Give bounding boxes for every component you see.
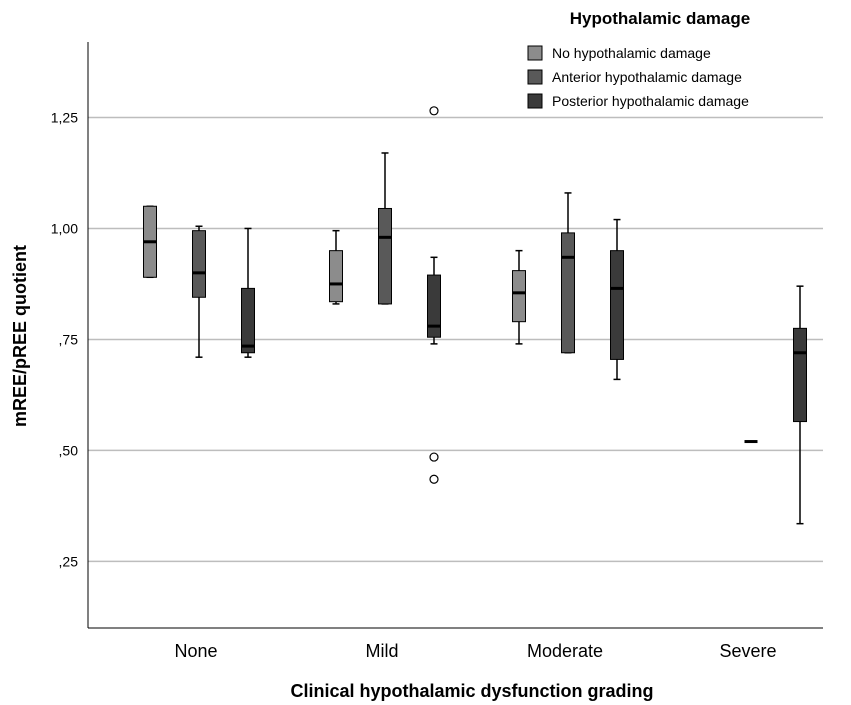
box-body xyxy=(610,250,624,360)
legend-label: Anterior hypothalamic damage xyxy=(552,69,742,85)
x-category-label: Moderate xyxy=(527,641,603,661)
y-tick-label: ,75 xyxy=(59,331,79,347)
box-0-0 xyxy=(143,205,157,279)
x-category-label: Severe xyxy=(719,641,776,661)
y-tick-label: ,50 xyxy=(59,442,79,458)
box-body xyxy=(793,327,807,423)
legend-label: No hypothalamic damage xyxy=(552,45,711,61)
box-body xyxy=(329,250,343,303)
legend-item: Posterior hypothalamic damage xyxy=(527,93,749,109)
x-category-label: None xyxy=(174,641,217,661)
box-2-2 xyxy=(610,218,624,381)
box-body xyxy=(192,230,206,298)
box-1-0 xyxy=(192,225,206,358)
y-axis-title: mREE/pREE quotient xyxy=(10,245,30,427)
box-2-1 xyxy=(427,106,441,484)
outlier-point xyxy=(429,474,439,484)
outlier-point xyxy=(429,106,439,116)
legend: Hypothalamic damage No hypothalamic dama… xyxy=(527,9,750,109)
box-body xyxy=(378,207,392,305)
legend-swatch xyxy=(527,45,543,61)
y-tick-label: 1,00 xyxy=(51,220,78,236)
box-body xyxy=(561,232,575,354)
legend-item: Anterior hypothalamic damage xyxy=(527,69,742,85)
y-tick-label: 1,25 xyxy=(51,109,78,125)
box-body xyxy=(427,274,441,338)
box-body xyxy=(241,287,255,354)
outlier-point xyxy=(429,452,439,462)
legend-item: No hypothalamic damage xyxy=(527,45,711,61)
box-1-2 xyxy=(561,192,575,354)
box-1-1 xyxy=(378,152,392,305)
legend-label: Posterior hypothalamic damage xyxy=(552,93,749,109)
legend-title: Hypothalamic damage xyxy=(570,9,750,28)
box-body xyxy=(512,270,526,323)
box-0-2 xyxy=(512,249,526,345)
gridlines xyxy=(88,116,823,563)
box-2-0 xyxy=(241,227,255,358)
y-tick-label: ,25 xyxy=(59,553,79,569)
legend-items: No hypothalamic damage Anterior hypothala… xyxy=(527,45,749,109)
legend-swatch xyxy=(527,93,543,109)
box-0-1 xyxy=(329,229,343,305)
boxes xyxy=(143,106,807,525)
y-tick-labels: ,25 ,50 ,75 1,00 1,25 xyxy=(51,109,78,569)
legend-swatch xyxy=(527,69,543,85)
x-axis-title: Clinical hypothalamic dysfunction gradin… xyxy=(290,681,653,701)
x-category-labels: None Mild Moderate Severe xyxy=(174,641,776,661)
box-2-3 xyxy=(793,285,807,525)
x-category-label: Mild xyxy=(365,641,398,661)
